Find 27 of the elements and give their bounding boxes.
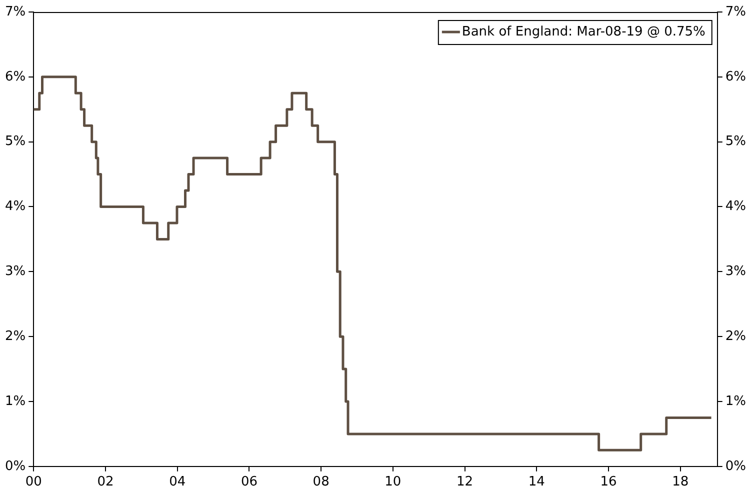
x-tick-label: 08 — [312, 474, 330, 490]
x-tick-label: 02 — [97, 474, 114, 490]
y2-tick-label: 6% — [725, 69, 746, 84]
x-tick-label: 06 — [240, 474, 258, 490]
y-tick-label: 0% — [5, 458, 26, 474]
x-tick-label: 18 — [672, 474, 689, 490]
x-tick-label: 10 — [384, 474, 402, 490]
y-tick-label: 7% — [5, 4, 26, 20]
y2-tick-label: 3% — [725, 264, 746, 280]
x-tick-label: 16 — [600, 474, 617, 490]
y-tick-label: 6% — [5, 69, 26, 84]
x-tick-label: 14 — [528, 474, 545, 490]
y-tick-label: 5% — [5, 134, 26, 150]
x-tick-label: 00 — [25, 474, 42, 490]
y2-tick-label: 7% — [725, 4, 746, 20]
y-tick-label: 3% — [5, 264, 26, 280]
y2-tick-label: 1% — [725, 394, 746, 409]
y2-tick-label: 2% — [725, 328, 746, 344]
y2-tick-label: 5% — [725, 134, 746, 150]
x-tick-label: 04 — [169, 474, 186, 490]
y2-tick-label: 4% — [725, 199, 746, 214]
y-tick-label: 4% — [5, 199, 26, 214]
y-tick-label: 2% — [5, 328, 26, 344]
legend-label: Bank of England: Mar-08-19 @ 0.75% — [462, 24, 706, 40]
y-tick-label: 1% — [5, 394, 26, 409]
x-tick-label: 12 — [456, 474, 474, 490]
y2-tick-label: 0% — [725, 458, 746, 474]
